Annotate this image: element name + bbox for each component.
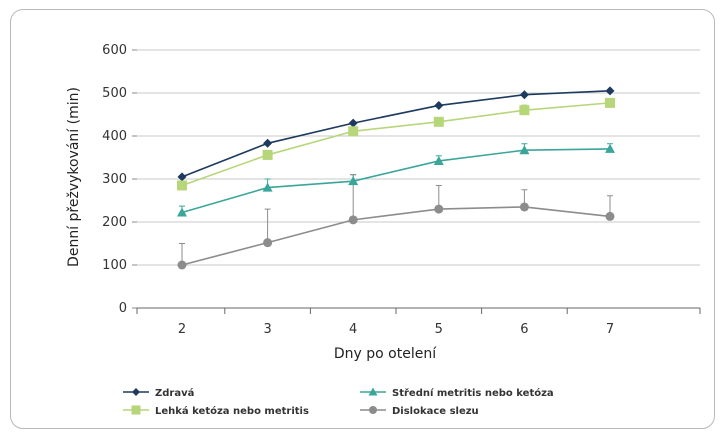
y-tick-label: 0: [119, 301, 127, 316]
legend-item: Lehká ketóza nebo metritis: [123, 405, 309, 417]
series-line-2: [181, 102, 611, 187]
legend-item: Zdravá: [123, 387, 194, 399]
data-point: [433, 116, 444, 127]
data-point: [348, 215, 358, 225]
data-point: [177, 207, 187, 217]
data-point: [605, 97, 615, 108]
legend-item: Střední metritis nebo ketóza: [360, 387, 554, 399]
data-point: [519, 90, 529, 100]
y-tick-label: 400: [102, 129, 127, 144]
series-lines: [181, 90, 611, 266]
data-point: [263, 238, 273, 248]
y-axis-title: Denní přežvykování (min): [66, 87, 82, 267]
data-point: [348, 176, 359, 186]
x-tick-label: 3: [263, 322, 271, 337]
y-tick-label: 200: [102, 215, 127, 230]
series-line-1: [181, 90, 611, 178]
x-axis-title: Dny po otelení: [334, 346, 437, 362]
legend-label: Lehká ketóza nebo metritis: [155, 405, 309, 417]
data-point: [348, 126, 359, 137]
y-tick-label: 500: [102, 86, 127, 101]
x-tick-label: 5: [435, 322, 443, 337]
legend-swatch-marker: [131, 405, 141, 415]
x-tick-label: 2: [178, 322, 186, 337]
data-point: [519, 105, 530, 116]
legend-item: Dislokace slezu: [360, 406, 479, 417]
y-axis-ticks: 0 100 200 300 400 500 600: [102, 43, 137, 316]
x-tick-label: 6: [520, 322, 528, 337]
data-point: [262, 149, 273, 160]
data-point: [605, 86, 615, 96]
data-point: [519, 145, 530, 155]
legend-label: Dislokace slezu: [392, 406, 479, 417]
legend-label: Zdravá: [155, 387, 194, 399]
data-point: [177, 180, 187, 191]
y-tick-label: 300: [102, 172, 127, 187]
x-axis: 2 3 4 5 6 7: [136, 307, 701, 337]
x-tick-label: 7: [606, 322, 614, 337]
data-point: [177, 172, 187, 182]
data-point: [434, 100, 444, 110]
data-point: [434, 204, 444, 214]
error-bars: [179, 98, 613, 265]
legend: Zdravá Lehká ketóza nebo metritis Střední …: [123, 387, 554, 417]
y-tick-label: 100: [102, 258, 127, 273]
data-point: [348, 118, 358, 128]
data-point: [433, 155, 444, 165]
series-line-3: [181, 148, 611, 214]
data-point: [605, 211, 615, 221]
legend-label: Střední metritis nebo ketóza: [392, 387, 554, 399]
legend-swatch-marker: [132, 388, 140, 396]
data-point: [177, 260, 187, 270]
data-point: [262, 182, 273, 192]
y-tick-label: 600: [102, 43, 127, 58]
series-markers: [177, 86, 615, 270]
legend-swatch-marker: [369, 406, 377, 414]
data-point: [605, 143, 615, 153]
x-tick-label: 4: [349, 322, 357, 337]
legend-swatch-marker: [368, 387, 378, 396]
data-point: [519, 202, 529, 212]
grid-lines: [137, 49, 700, 266]
data-point: [263, 138, 273, 148]
series-line-4: [181, 206, 611, 266]
